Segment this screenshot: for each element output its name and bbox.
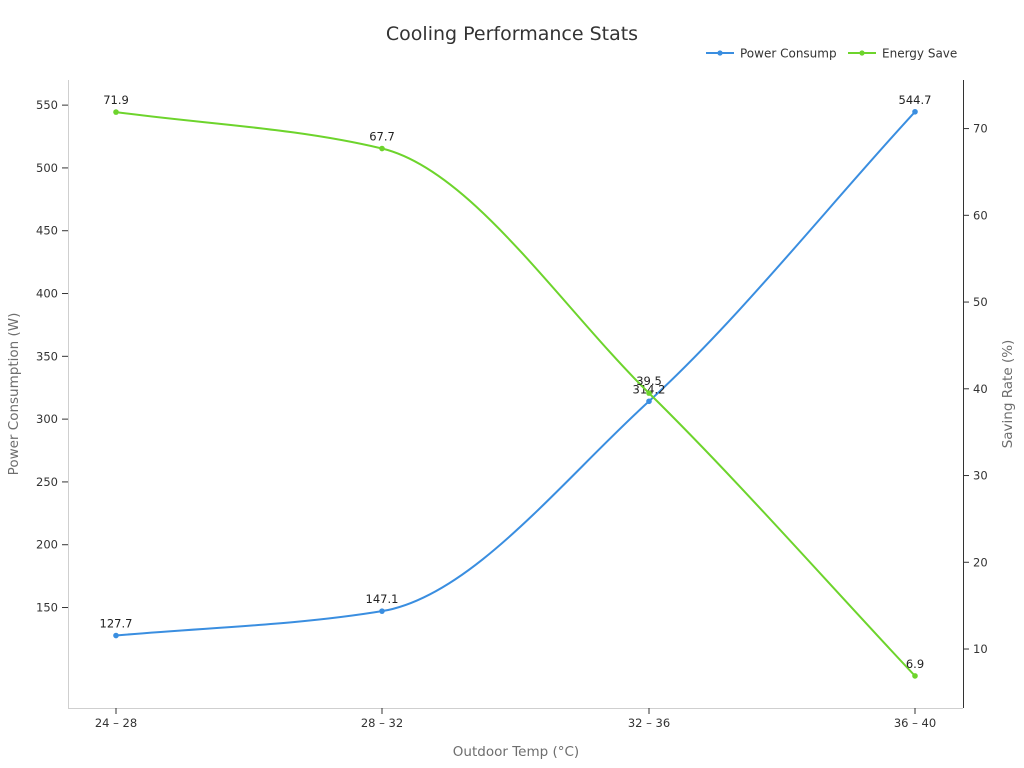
legend-marker-energy [859,50,865,56]
data-point-energy[interactable] [379,145,385,152]
series-line-energy [115,111,916,677]
data-point-energy[interactable] [912,673,918,679]
data-label-energy: 67.7 [369,130,395,144]
left-tick-label: 250 [36,475,58,489]
right-tick-label: 40 [973,382,988,396]
right-y-ticks: 10 20 30 40 50 60 70 [963,122,988,656]
right-tick-label: 30 [973,469,988,483]
chart-title: Cooling Performance Stats [386,23,638,45]
data-label-energy: 39.5 [636,374,662,388]
right-tick-label: 70 [973,122,988,136]
data-point-power[interactable] [912,108,918,115]
data-point-power[interactable] [379,608,385,614]
x-tick-label: 24 – 28 [95,716,137,730]
left-y-ticks: 150 200 250 300 350 400 450 500 550 [36,98,68,615]
legend-item-power[interactable]: Power Consump [706,47,837,61]
left-tick-label: 350 [36,349,58,363]
left-tick-label: 300 [36,412,58,426]
right-tick-label: 50 [973,295,988,309]
left-tick-label: 400 [36,287,58,301]
x-axis-title: Outdoor Temp (°C) [453,744,579,760]
left-y-axis-title: Power Consumption (W) [6,313,22,476]
left-tick-label: 550 [36,98,58,112]
left-tick-label: 450 [36,224,58,238]
data-label-power: 127.7 [100,617,133,631]
legend-label-energy: Energy Save [882,47,957,61]
right-y-axis-title: Saving Rate (%) [1000,340,1016,449]
data-point-power[interactable] [113,632,119,639]
right-tick-label: 20 [973,555,988,569]
data-point-energy[interactable] [113,109,119,115]
data-point-energy[interactable] [646,390,652,396]
right-tick-label: 60 [973,208,988,222]
x-tick-label: 32 – 36 [628,716,670,730]
data-label-power: 147.1 [366,592,399,606]
x-tick-label: 36 – 40 [894,716,936,730]
left-tick-label: 200 [36,538,58,552]
right-tick-label: 10 [973,642,988,656]
series-line-power [115,111,916,637]
x-tick-label: 28 – 32 [361,716,403,730]
legend-label-power: Power Consump [740,47,837,61]
left-tick-label: 500 [36,161,58,175]
data-point-power[interactable] [646,398,652,405]
legend-marker-power [717,50,723,56]
legend: Power Consump Energy Save [706,47,957,61]
data-label-energy: 71.9 [103,93,129,107]
legend-item-energy[interactable]: Energy Save [848,47,957,61]
data-label-energy: 6.9 [906,657,924,671]
x-ticks: 24 – 28 28 – 32 32 – 36 36 – 40 [95,708,936,730]
data-label-power: 544.7 [899,93,932,107]
left-tick-label: 150 [36,601,58,615]
